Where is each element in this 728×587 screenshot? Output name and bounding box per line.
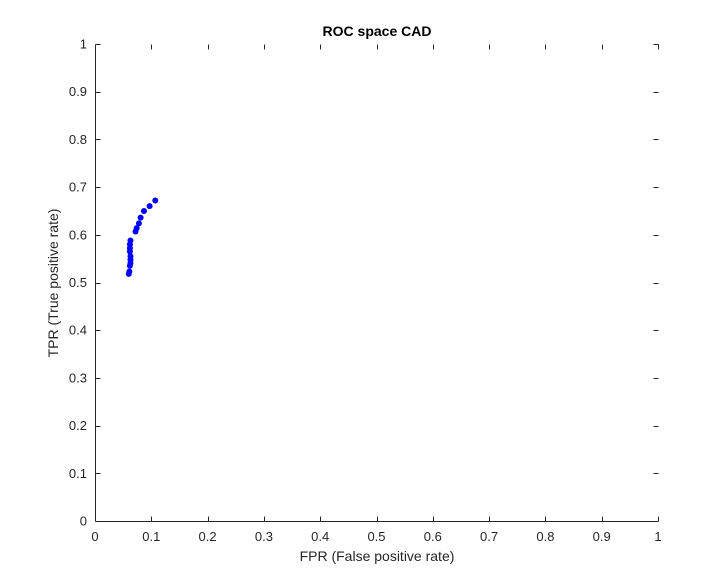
data-point	[146, 203, 153, 210]
y-tick-label: 0.7	[69, 180, 87, 195]
chart-title: ROC space CAD	[323, 23, 432, 39]
y-tick-label: 0.3	[69, 370, 87, 385]
data-point	[127, 237, 134, 244]
x-tick-label: 0.6	[424, 529, 442, 544]
data-point	[127, 253, 134, 260]
y-ticks: 0 0.1 0.2 0.3 0.4 0.5 0.6 0.7 0.8 0.9 1	[69, 37, 659, 529]
data-point	[152, 197, 159, 204]
x-tick-label: 0.5	[367, 529, 385, 544]
x-tick-label: 1	[654, 529, 661, 544]
y-tick-label: 0	[80, 514, 87, 529]
x-tick-label: 0.4	[311, 529, 329, 544]
y-tick-label: 0.4	[69, 323, 87, 338]
y-tick-label: 0.1	[69, 466, 87, 481]
x-axis-label: FPR (False positive rate)	[300, 548, 455, 564]
x-tick-label: 0.1	[142, 529, 160, 544]
axes-frame	[95, 44, 659, 522]
x-tick-label: 0	[91, 529, 98, 544]
data-point	[137, 214, 144, 221]
y-axis-label: TPR (True positive rate)	[45, 209, 61, 358]
x-tick-label: 0.7	[480, 529, 498, 544]
y-tick-label: 0.5	[69, 275, 87, 290]
x-tick-label: 0.9	[593, 529, 611, 544]
y-tick-label: 0.2	[69, 418, 87, 433]
data-point	[135, 220, 142, 227]
data-point	[140, 207, 147, 214]
data-point	[126, 268, 133, 275]
data-points	[125, 197, 159, 277]
x-tick-label: 0.8	[536, 529, 554, 544]
y-tick-label: 0.6	[69, 227, 87, 242]
y-tick-label: 0.9	[69, 84, 87, 99]
data-point	[133, 225, 140, 232]
y-tick-label: 0.8	[69, 132, 87, 147]
x-tick-label: 0.2	[199, 529, 217, 544]
y-tick-label: 1	[80, 37, 87, 52]
x-ticks: 0 0.1 0.2 0.3 0.4 0.5 0.6 0.7 0.8 0.9 1	[91, 44, 662, 544]
x-tick-label: 0.3	[255, 529, 273, 544]
